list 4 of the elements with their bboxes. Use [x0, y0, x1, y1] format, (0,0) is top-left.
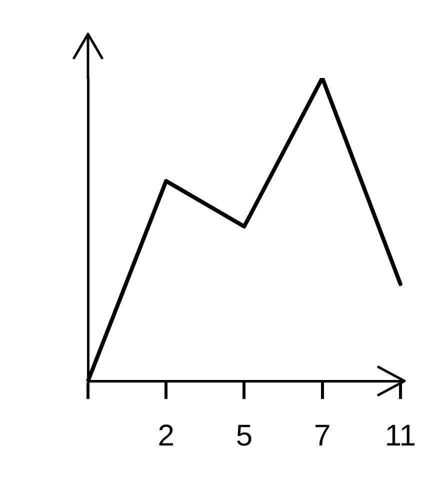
x-tick-label: 7 — [314, 419, 331, 452]
x-tick-label: 11 — [384, 419, 416, 452]
x-tick-label: 2 — [158, 419, 174, 452]
x-tick-label: 5 — [236, 419, 253, 452]
